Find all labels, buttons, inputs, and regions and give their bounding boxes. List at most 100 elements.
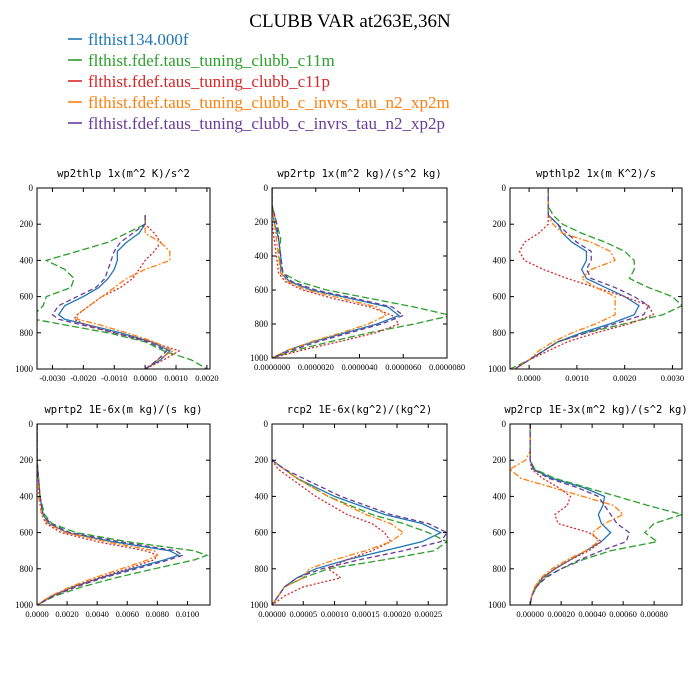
plot-frame (36, 187, 211, 370)
panel-2: wp2rtp 1x(m^2 kg)/(s^2 kg) 0 200 400 600 800 1… (250, 168, 465, 372)
series-line-2 (272, 188, 447, 358)
y-tick-label: 800 (493, 564, 507, 574)
x-tick-label: 0.00020 (383, 609, 411, 619)
figure-title: CLUBB VAR at263E,36N (249, 11, 451, 32)
x-tick-label: 0.0080 (146, 609, 169, 619)
x-tick-label: 0.0000 (25, 609, 48, 619)
x-tick-label: 0.00060 (609, 609, 637, 619)
panel-title: wpthlp2 1x(m K^2)/s (536, 168, 656, 180)
x-tick-label: 0.00080 (640, 609, 668, 619)
x-tick-label: 0.00000 (258, 609, 286, 619)
series-line-2 (529, 424, 682, 605)
y-tick-label: 0 (264, 419, 269, 429)
y-tick-label: 200 (20, 455, 34, 465)
x-tick-label: 0.0000000 (254, 362, 290, 372)
x-tick-label: -0.0010 (101, 373, 127, 383)
y-tick-label: 1000 (15, 600, 34, 610)
x-tick-label: 0.0000040 (341, 362, 377, 372)
series-line-4 (37, 424, 159, 605)
y-tick-label: 0 (29, 419, 34, 429)
series-line-5 (514, 188, 650, 369)
legend-label: flthist.fdef.taus_tuning_clubb_c_invrs_t… (88, 93, 450, 112)
series-line-1 (272, 459, 443, 605)
y-tick-label: 0 (29, 183, 34, 193)
y-tick-label: 200 (255, 217, 269, 227)
y-tick-label: 1000 (250, 353, 269, 363)
y-tick-label: 800 (255, 564, 269, 574)
legend-label: flthist.fdef.taus_tuning_clubb_c11m (88, 51, 335, 70)
series-line-3 (37, 424, 159, 605)
x-tick-label: 0.0040 (85, 609, 108, 619)
x-tick-label: -0.0030 (39, 373, 65, 383)
x-tick-label: 0.00000 (516, 609, 544, 619)
panel-4: wprtp2 1E-6x(m kg)/(s kg) 0 200 400 600 800 10… (15, 404, 211, 619)
series-line-4 (272, 188, 387, 358)
x-tick-label: 0.0020 (195, 373, 218, 383)
x-tick-label: -0.0020 (70, 373, 96, 383)
panel-title: wp2rtp 1x(m^2 kg)/(s^2 kg) (277, 168, 441, 180)
plot-frame (271, 187, 448, 359)
y-tick-label: 800 (20, 328, 34, 338)
y-tick-label: 1000 (250, 600, 269, 610)
panel-6: wp2rcp 1E-3x(m^2 kg)/(s^2 kg) 0 200 400 600 8… (488, 404, 688, 619)
panel-title: wprtp2 1E-6x(m kg)/(s kg) (44, 404, 202, 416)
series-line-2 (37, 424, 209, 605)
series-line-1 (57, 215, 171, 369)
series-line-1 (37, 424, 181, 605)
y-tick-label: 1000 (15, 364, 34, 374)
legend: flthist134.000f flthist.fdef.taus_tuning_… (68, 30, 450, 133)
x-tick-label: 0.0000 (517, 373, 540, 383)
y-tick-label: 400 (493, 255, 507, 265)
series-line-1 (272, 188, 401, 358)
series-line-4 (76, 215, 175, 369)
series-line-5 (272, 188, 405, 358)
x-tick-label: 0.0030 (661, 373, 684, 383)
series-line-5 (37, 424, 185, 605)
y-tick-label: 400 (255, 491, 269, 501)
series-line-3 (529, 424, 603, 605)
y-tick-label: 1000 (488, 600, 507, 610)
legend-label: flthist.fdef.taus_tuning_clubb_c_invrs_t… (88, 114, 445, 133)
series-line-4 (272, 459, 405, 605)
panels: wp2thlp 1x(m^2 K)/s^2 0 200 400 600 800 1000 -0… (15, 168, 688, 619)
panel-title: wp2rcp 1E-3x(m^2 kg)/(s^2 kg) (504, 404, 687, 416)
x-tick-label: 0.0100 (176, 609, 199, 619)
legend-label: flthist.fdef.taus_tuning_clubb_c11p (88, 72, 330, 91)
y-tick-label: 400 (20, 491, 34, 501)
x-tick-label: 0.00020 (547, 609, 575, 619)
panel-3: wpthlp2 1x(m K^2)/s 0 200 400 600 800 1000 0.00… (488, 168, 684, 383)
x-tick-label: 0.0010 (164, 373, 187, 383)
series-line-3 (73, 215, 181, 369)
y-tick-label: 600 (255, 285, 269, 295)
series-line-2 (510, 188, 682, 369)
series-line-4 (510, 424, 625, 605)
y-tick-label: 0 (502, 419, 507, 429)
series-line-4 (514, 188, 617, 369)
y-tick-label: 200 (20, 219, 34, 229)
y-tick-label: 200 (493, 455, 507, 465)
plot-frame (509, 187, 683, 370)
x-tick-label: 0.0000 (133, 373, 156, 383)
x-tick-label: 0.00025 (414, 609, 442, 619)
series-line-5 (51, 215, 168, 369)
series-line-2 (272, 459, 447, 605)
x-tick-label: 0.0000080 (429, 362, 465, 372)
y-tick-label: 600 (493, 292, 507, 302)
y-tick-label: 800 (255, 319, 269, 329)
plot-frame (36, 423, 211, 606)
series-line-3 (272, 188, 400, 358)
x-tick-label: 0.0010 (565, 373, 588, 383)
legend-label: flthist134.000f (88, 30, 189, 49)
panel-title: rcp2 1E-6x(kg^2)/(kg^2) (287, 404, 432, 416)
panel-title: wp2thlp 1x(m^2 K)/s^2 (57, 168, 190, 180)
y-tick-label: 200 (255, 455, 269, 465)
y-tick-label: 1000 (488, 364, 507, 374)
y-tick-label: 600 (20, 292, 34, 302)
y-tick-label: 600 (493, 528, 507, 538)
y-tick-label: 0 (264, 183, 269, 193)
plot-frame (271, 423, 448, 606)
y-tick-label: 600 (20, 528, 34, 538)
y-tick-label: 400 (493, 491, 507, 501)
x-tick-label: 0.0000020 (298, 362, 334, 372)
